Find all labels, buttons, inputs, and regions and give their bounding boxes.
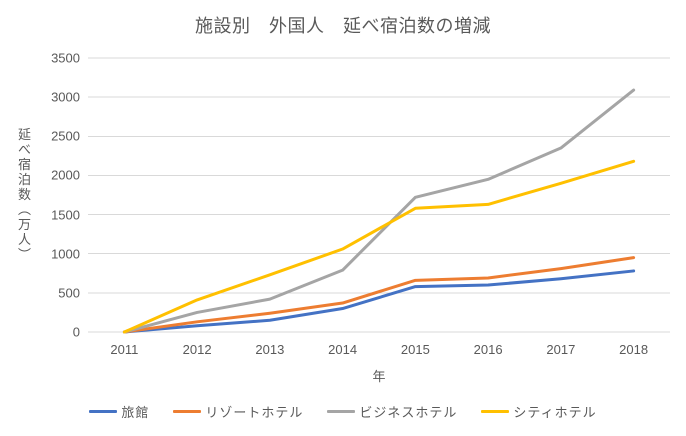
y-axis-title: 延べ宿泊数（万人） xyxy=(16,127,31,263)
series-line-3 xyxy=(122,159,636,334)
series-line-0 xyxy=(122,269,636,334)
x-tick-label: 2014 xyxy=(328,342,358,357)
x-tick-label: 2018 xyxy=(619,342,649,357)
y-tick-label: 1000 xyxy=(51,246,80,262)
legend-item-0: 旅館 xyxy=(89,402,149,421)
y-tick-label: 3000 xyxy=(51,89,80,105)
x-axis-title: 年 xyxy=(372,369,386,384)
x-tick-label: 2016 xyxy=(473,342,503,357)
legend-swatch-icon xyxy=(89,410,118,413)
x-tick-label: 2012 xyxy=(182,342,212,357)
series-line-1 xyxy=(122,256,636,334)
y-tick-label: 500 xyxy=(58,285,80,301)
x-tick-label: 2015 xyxy=(400,342,430,357)
y-tick-label: 3500 xyxy=(51,50,80,66)
legend-label: シティホテル xyxy=(513,405,597,420)
y-tick-label: 1500 xyxy=(51,207,80,223)
legend-swatch-icon xyxy=(327,410,356,413)
legend-item-1: リゾートホテル xyxy=(173,402,303,421)
legend-label: ビジネスホテル xyxy=(359,405,458,420)
chart-title: 施設別 外国人 延べ宿泊数の増減 xyxy=(195,16,491,36)
legend: 旅館 リゾートホテル ビジネスホテル シティホテル xyxy=(0,402,686,421)
y-tick-label: 0 xyxy=(72,324,80,340)
x-tick-label: 2011 xyxy=(110,342,139,357)
legend-label: 旅館 xyxy=(121,405,150,420)
legend-item-3: シティホテル xyxy=(481,402,596,421)
y-tick-label: 2500 xyxy=(51,128,80,144)
x-tick-label: 2017 xyxy=(546,342,576,357)
x-tick-label: 2013 xyxy=(255,342,285,357)
series-line-2 xyxy=(122,88,636,334)
legend-swatch-icon xyxy=(481,410,510,413)
y-tick-label: 2000 xyxy=(51,167,80,183)
legend-item-2: ビジネスホテル xyxy=(327,402,457,421)
legend-label: リゾートホテル xyxy=(205,405,304,420)
legend-swatch-icon xyxy=(173,410,202,413)
